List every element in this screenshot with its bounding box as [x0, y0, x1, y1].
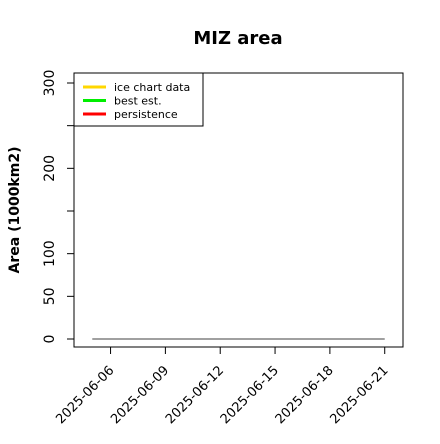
x-tick-label: 2025-06-18 — [273, 363, 337, 427]
y-tick-label: 50 — [42, 287, 58, 305]
x-tick-label: 2025-06-09 — [108, 363, 172, 427]
y-tick-label: 0 — [42, 335, 58, 344]
plot-area: 0501002003002025-06-062025-06-092025-06-… — [42, 70, 404, 427]
y-tick-label: 200 — [42, 155, 58, 182]
x-tick-label: 2025-06-12 — [163, 363, 227, 427]
plot-frame — [73, 72, 404, 348]
y-axis-label: Area (1000km2) — [7, 147, 23, 274]
y-tick-label: 300 — [42, 70, 58, 97]
x-tick-label: 2025-06-06 — [53, 363, 117, 427]
y-tick-label: 100 — [42, 240, 58, 267]
chart-title: MIZ area — [193, 28, 282, 49]
legend-label: persistence — [114, 108, 178, 121]
x-tick-label: 2025-06-21 — [328, 363, 392, 427]
x-tick-label: 2025-06-15 — [218, 363, 282, 427]
legend-label: ice chart data — [114, 81, 190, 94]
legend-label: best est. — [114, 95, 162, 108]
